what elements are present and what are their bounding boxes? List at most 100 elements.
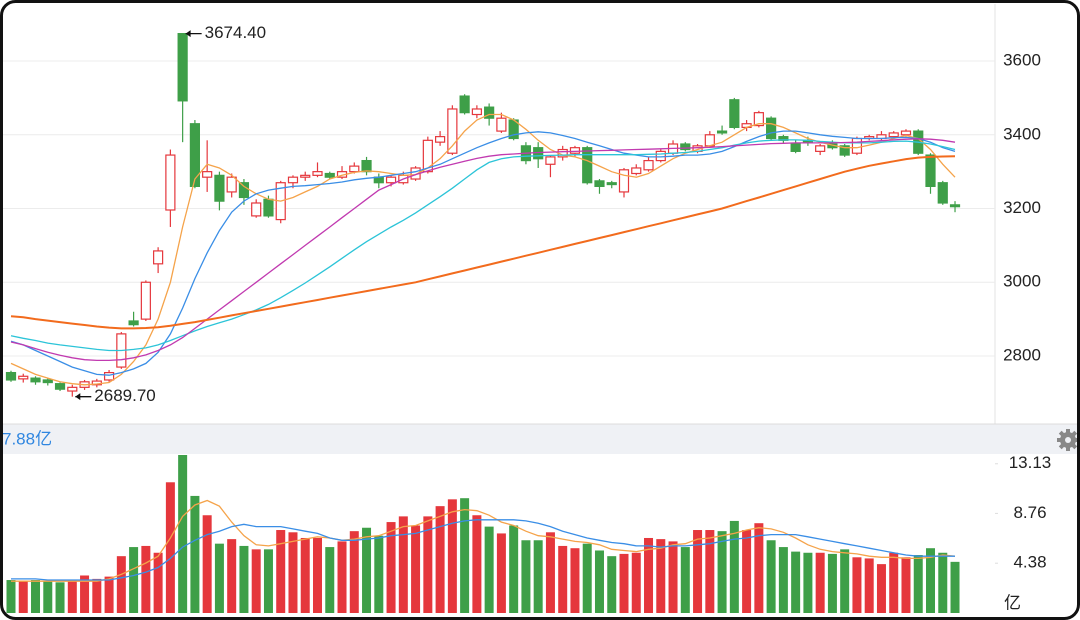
candle-body (67, 386, 78, 392)
volume-bar (104, 576, 114, 613)
candle-body (324, 172, 335, 178)
volume-bar (362, 527, 372, 613)
volume-bar (656, 539, 666, 613)
candle-body (140, 281, 151, 320)
annotation-label: 2689.70 (94, 386, 155, 405)
candle-body (287, 176, 299, 184)
y-tick-label: 2800 (1003, 345, 1041, 364)
ma-line (10, 138, 956, 362)
volume-bar (619, 553, 629, 613)
y-tick-label: 3000 (1003, 272, 1041, 291)
candle-body (312, 171, 323, 176)
volume-bar (80, 575, 90, 613)
volume-bar (447, 499, 457, 613)
volume-bar (717, 531, 727, 613)
volume-bar (521, 540, 531, 613)
volume-bar (288, 532, 298, 613)
volume-bar (607, 556, 617, 613)
volume-bar (926, 548, 935, 613)
candle-body (618, 169, 630, 193)
volume-bar (901, 557, 911, 613)
volume-bar (55, 582, 65, 613)
candle-body (496, 117, 507, 132)
volume-bar (190, 495, 200, 613)
candle-body (103, 371, 115, 381)
volume-bar (754, 523, 764, 613)
volume-bar (705, 530, 715, 613)
volume-bar (803, 552, 813, 613)
volume-bar (913, 555, 923, 613)
volume-bar (766, 540, 776, 613)
volume-bar (31, 580, 41, 613)
candle-body (202, 171, 213, 178)
candle-body (937, 182, 948, 204)
candle-body (704, 134, 715, 147)
candle-body (766, 117, 777, 140)
y-tick-label: 13.13 (1009, 453, 1052, 472)
volume-bar (263, 549, 273, 613)
volume-bar (668, 541, 678, 613)
candle-body (471, 108, 482, 116)
volume-bar (18, 581, 28, 613)
volume-bar (570, 548, 580, 613)
candle-body (729, 99, 740, 129)
volume-bar (852, 557, 862, 613)
ma-line (11, 519, 955, 581)
candle-body (177, 33, 188, 102)
volume-bar (680, 547, 690, 613)
volume-bar (742, 530, 752, 613)
candle-body (643, 159, 654, 171)
candle-body (545, 156, 556, 165)
candle-body (385, 176, 397, 184)
volume-bar (251, 549, 261, 613)
candle-body (716, 130, 728, 134)
candle-body (30, 377, 41, 383)
volume-bar (129, 547, 139, 613)
volume-bar (202, 515, 212, 613)
volume-bar (43, 581, 53, 613)
ma-line (10, 155, 956, 330)
volume-bar (938, 552, 948, 613)
candle-body (949, 204, 961, 208)
candle-body (815, 145, 826, 152)
volume-bar (435, 506, 445, 613)
volume-bar (827, 553, 837, 613)
volume-bar (214, 543, 224, 613)
candle-body (655, 150, 666, 162)
y-tick-label: 8.76 (1013, 503, 1046, 522)
y-tick-label: 3600 (1003, 51, 1041, 70)
volume-bar (950, 561, 960, 613)
volume-bar (582, 543, 592, 613)
candle-body (839, 145, 850, 156)
candle-body (790, 143, 801, 152)
candle-body (42, 379, 53, 384)
volume-bar (374, 535, 384, 613)
candle-body (18, 375, 29, 380)
volume-header-label: 7.88亿 (2, 429, 52, 448)
candle-body (5, 371, 17, 381)
volume-bar (889, 552, 899, 613)
volume-bar (496, 533, 506, 613)
ma-line (10, 130, 956, 376)
volume-bar (386, 522, 396, 613)
volume-bar (693, 530, 703, 613)
candle-body (226, 176, 237, 193)
candle-body (606, 182, 617, 186)
volume-bar (460, 498, 470, 613)
volume-bar (594, 550, 604, 613)
y-tick-label: 3400 (1003, 124, 1041, 143)
volume-header-bar (0, 424, 1080, 454)
candle-body (582, 147, 593, 184)
volume-bar (313, 537, 322, 613)
volume-bar (411, 525, 421, 613)
candle-body (925, 154, 936, 188)
candle-body (594, 180, 605, 188)
settings-icon[interactable] (1057, 429, 1079, 451)
candle-body (349, 165, 360, 173)
candle-body (569, 147, 581, 154)
candle-body (300, 174, 311, 178)
volume-bar (337, 541, 347, 613)
volume-bar (67, 581, 77, 613)
